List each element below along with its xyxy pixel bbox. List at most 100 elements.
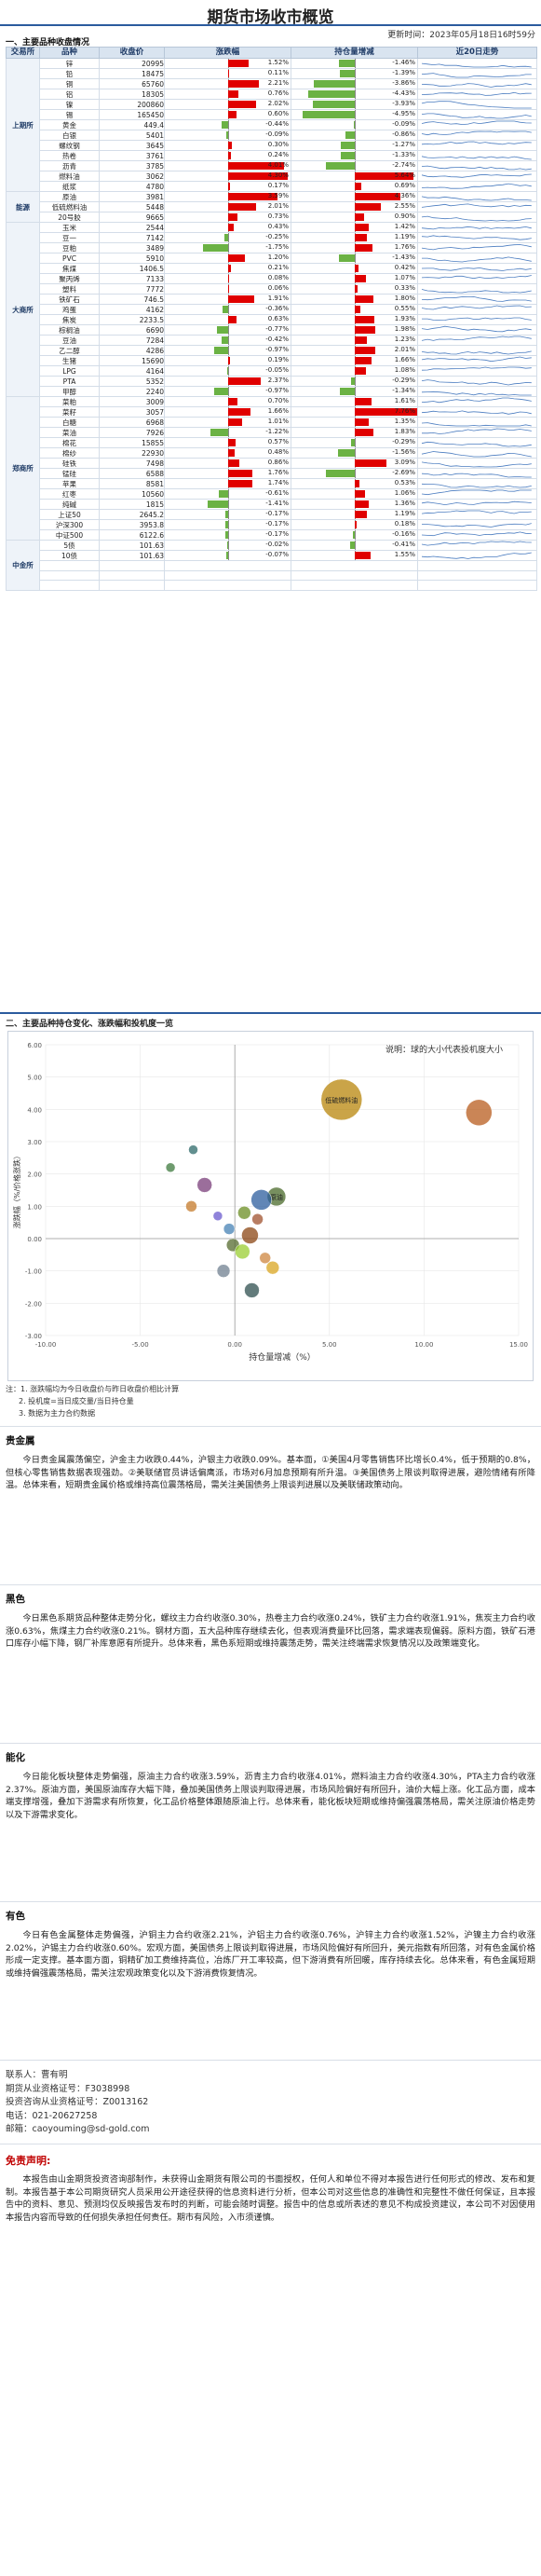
change-bar-cell: 0.70% (164, 396, 291, 407)
scatter-point (259, 1252, 271, 1265)
oi-value: 1.42% (394, 223, 415, 231)
product-name: 菜籽 (39, 406, 100, 418)
sparkline (421, 523, 532, 528)
change-bar-cell: 3.59% (164, 191, 291, 202)
close-price: 7772 (99, 283, 165, 295)
change-value: 1.91% (267, 295, 289, 303)
y-tick-label: 5.00 (27, 1075, 42, 1082)
close-price: 7133 (99, 273, 165, 284)
trend-sparkline-cell (417, 478, 537, 489)
product-name: 5债 (39, 540, 100, 551)
table-row: 豆油 7284 -0.42% 1.23% (7, 335, 537, 346)
oi-value: 2.55% (394, 202, 415, 211)
change-value: 0.30% (267, 141, 289, 149)
change-bar (213, 388, 228, 395)
close-price: 200860 (99, 99, 165, 110)
zero-line (354, 530, 356, 540)
y-tick-label: 6.00 (27, 1042, 42, 1049)
product-name: 棉花 (39, 437, 100, 448)
change-bar (223, 234, 228, 241)
oi-bar-cell: 1.36% (291, 499, 418, 510)
scatter-point (251, 1213, 264, 1226)
change-bar-cell: 0.11% (164, 68, 291, 79)
change-bar-cell: 0.24% (164, 150, 291, 161)
oi-bar (354, 316, 375, 323)
oi-bar-cell (291, 580, 418, 591)
scatter-point (250, 1189, 272, 1211)
sparkline (421, 305, 532, 310)
product-name (39, 569, 100, 582)
oi-value: 0.33% (394, 284, 415, 293)
product-name: 中证500 (39, 529, 100, 541)
product-name: 白糖 (39, 417, 100, 428)
oi-bar-cell: -2.69% (291, 468, 418, 479)
sparkline (421, 379, 532, 386)
sparkline (421, 91, 532, 96)
close-price: 7142 (99, 232, 165, 243)
change-value: -0.02% (265, 541, 289, 549)
close-price: 20995 (99, 58, 165, 69)
table-row: 生猪 15690 0.19% 1.66% (7, 355, 537, 366)
oi-bar (354, 213, 364, 221)
sparkline (421, 173, 532, 178)
sparkline (421, 391, 532, 396)
product-name: PTA (39, 376, 100, 387)
table-row: 乙二醇 4286 -0.97% 2.01% (7, 345, 537, 356)
change-bar (227, 459, 240, 467)
oi-bar (354, 265, 359, 272)
change-bar (210, 429, 228, 436)
table-header: 交易所 品种 收盘价 涨跌幅 持仓量增减 近20日走势 (6, 47, 537, 59)
close-price: 15690 (99, 355, 165, 366)
contact-email[interactable]: 邮箱：caoyouming@sd-gold.com (6, 2124, 150, 2134)
change-bar (227, 295, 255, 303)
oi-bar (307, 90, 355, 98)
chart-title: 说明：球的大小代表投机度大小 (385, 1044, 503, 1055)
change-bar-cell: 0.63% (164, 314, 291, 325)
oi-bar-cell: 1.83% (291, 427, 418, 438)
oi-value: 1.36% (394, 500, 415, 508)
change-bar (227, 152, 232, 159)
trend-sparkline-cell (417, 263, 537, 274)
close-price: 165450 (99, 109, 165, 120)
change-bar (227, 203, 256, 211)
oi-value: 1.19% (394, 510, 415, 518)
table-row: 豆粕 3489 -1.75% 1.76% (7, 242, 537, 253)
product-name: 锰硅 (39, 468, 100, 479)
col-close: 收盘价 (99, 47, 165, 59)
oi-bar (354, 224, 370, 231)
change-value: 3.59% (267, 192, 289, 200)
oi-bar (354, 418, 369, 426)
change-value: -0.42% (265, 336, 289, 344)
x-tick-label: -10.00 (35, 1341, 57, 1349)
contact-block: 联系人：曹有明 期货从业资格证号：F3038998 投资咨询从业资格证号：Z00… (6, 2069, 150, 2137)
change-value: 0.19% (267, 356, 289, 364)
zero-line (227, 305, 229, 314)
zero-line (227, 243, 229, 253)
change-bar (227, 101, 256, 108)
sparkline (421, 531, 532, 537)
trend-sparkline-cell (417, 519, 537, 530)
table-row: 铅 18475 0.11% -1.39% (7, 68, 537, 79)
col-product: 品种 (39, 47, 100, 59)
sparkline (421, 500, 532, 506)
change-value: -1.22% (265, 428, 289, 436)
product-name: PVC (39, 253, 100, 264)
table-row: 棉纱 22930 0.48% -1.56% (7, 447, 537, 459)
zero-line (354, 141, 356, 150)
table-row: 镍 200860 2.02% -3.93% (7, 99, 537, 110)
oi-value: -0.86% (392, 130, 415, 139)
product-name: 硅铁 (39, 458, 100, 469)
oi-value: 1.06% (394, 489, 415, 498)
product-name: 菜粕 (39, 396, 100, 407)
trend-sparkline-cell (417, 427, 537, 438)
sparkline (421, 295, 532, 302)
oi-bar (354, 336, 368, 344)
table-row: 铁矿石 746.5 1.91% 1.80% (7, 294, 537, 305)
change-bar-cell: 1.74% (164, 478, 291, 489)
oi-bar-cell: -0.29% (291, 376, 418, 387)
change-bar (227, 398, 237, 405)
scatter-chart: -3.00 -2.00 -1.00 0.00 1.00 2.00 3.00 4.00 5.00 6… (7, 1031, 534, 1381)
oi-bar-cell: -1.56% (291, 447, 418, 459)
change-bar-cell: 1.20% (164, 253, 291, 264)
table-row: 热卷 3761 0.24% -1.33% (7, 150, 537, 161)
